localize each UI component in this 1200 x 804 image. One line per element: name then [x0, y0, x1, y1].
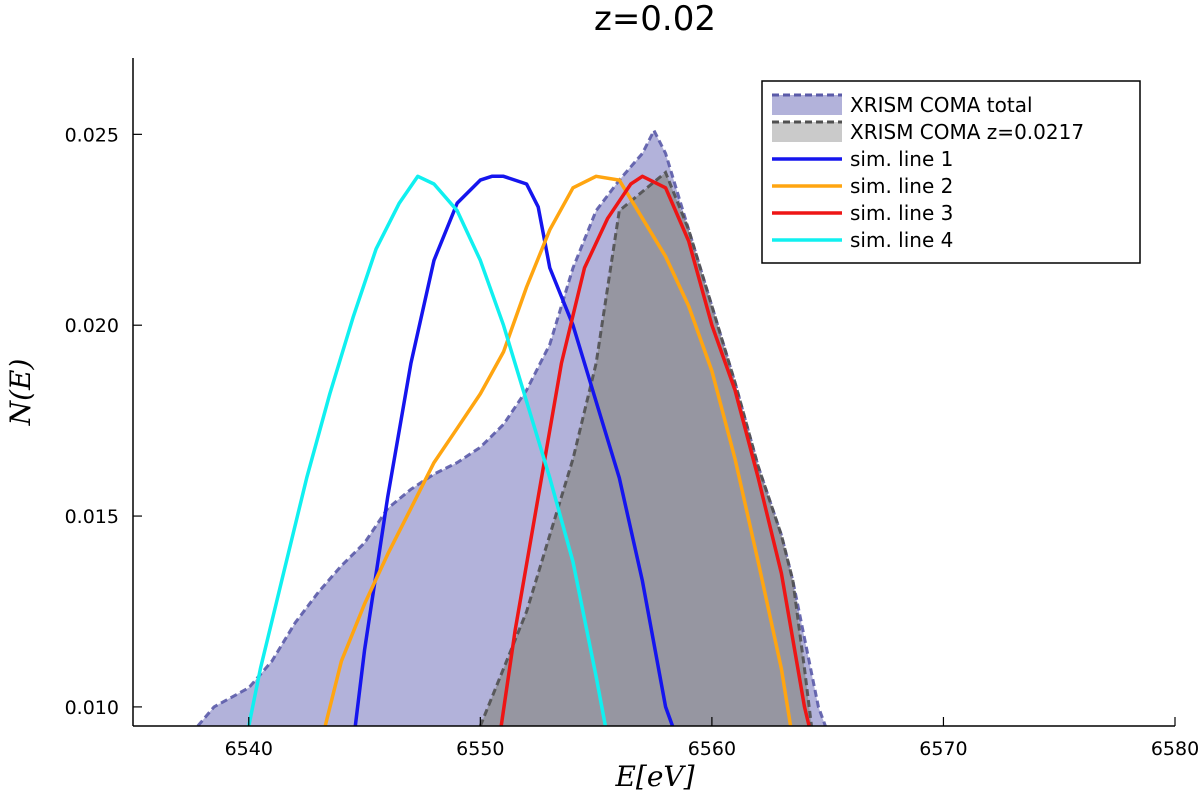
- line-sim-line-3: [499, 174, 811, 726]
- x-tick-label: 6550: [456, 738, 504, 760]
- legend-entry: sim. line 2: [850, 174, 953, 198]
- line-sim-line-2: [323, 174, 793, 726]
- x-tick-label: 6540: [225, 738, 273, 760]
- x-tick-label: 6580: [1151, 738, 1199, 760]
- line-sim-line-4: [247, 174, 608, 726]
- legend-swatch: [772, 122, 842, 142]
- plot-area: [196, 127, 827, 726]
- line-sim-line-1: [353, 174, 675, 726]
- legend-entry: sim. line 3: [850, 201, 953, 225]
- x-tick-label: 6570: [919, 738, 967, 760]
- area-xrism-coma-z-0-0217: [480, 172, 812, 726]
- legend: XRISM COMA total XRISM COMA z=0.0217 sim. …: [761, 80, 1141, 264]
- legend-entry: XRISM COMA z=0.0217: [850, 120, 1084, 144]
- y-tick-label: 0.010: [65, 697, 119, 719]
- x-axis-label: E[eV]: [614, 760, 694, 793]
- legend-box: [761, 80, 1141, 264]
- legend-entry: sim. line 4: [850, 228, 953, 252]
- y-tick-label: 0.025: [65, 124, 119, 146]
- chart-title: z=0.02: [594, 0, 716, 39]
- legend-swatch: [772, 95, 842, 115]
- area-outline-xrism-coma-z-0-0217: [478, 170, 813, 726]
- y-axis-label: N(E): [4, 359, 37, 427]
- axes: 6540 6550 6560 6570 6580 0.010 0.015 0.020 0.025: [65, 58, 1199, 760]
- legend-entry: sim. line 1: [850, 147, 953, 171]
- x-tick-label: 6560: [688, 738, 736, 760]
- legend-entry: XRISM COMA total: [850, 93, 1033, 117]
- y-tick-label: 0.015: [65, 506, 119, 528]
- y-tick-label: 0.020: [65, 315, 119, 337]
